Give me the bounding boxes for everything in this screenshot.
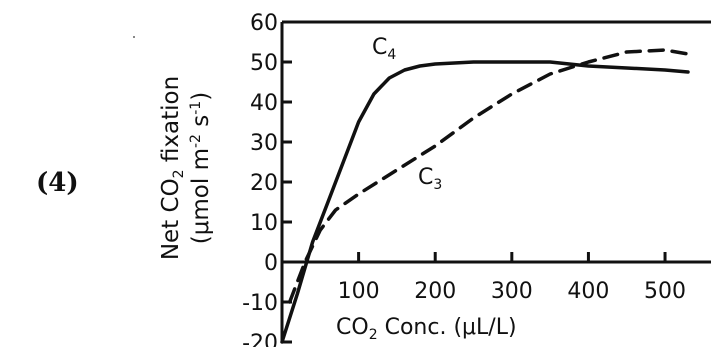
y-axis-label-line1: Net CO2 fixation	[158, 76, 187, 260]
x-tick-label: 400	[567, 279, 609, 304]
series-label-c4-main: C	[372, 35, 387, 60]
y-axis-unit-prefix: (μmol m	[188, 148, 214, 244]
x-tick-label: 300	[491, 279, 533, 304]
y-axis-unit-sup1: -2	[188, 134, 204, 148]
y-tick-label: 40	[250, 91, 278, 116]
option-label: (4)	[36, 168, 79, 198]
x-tick-label: 200	[414, 279, 456, 304]
y-tick-label: 60	[250, 11, 278, 36]
x-axis-label-co: CO	[336, 315, 369, 340]
series-line-c3	[287, 48, 690, 304]
y-tick-label: -10	[242, 291, 278, 316]
y-tick-label: 30	[250, 131, 278, 156]
tick-layer: -20 -10 0 10 20 30 40 50 60 100 200 300 400 500	[242, 11, 686, 347]
series-label-c4: C4	[372, 35, 396, 63]
x-axis-label: CO2 Conc. (μL/L)	[336, 315, 517, 343]
y-axis-label-fixation: fixation	[158, 76, 184, 170]
series-label-c3-sub: 3	[433, 177, 442, 193]
y-tick-label: -20	[242, 331, 278, 347]
x-axis-label-sub: 2	[369, 327, 378, 343]
y-axis-label-line2: (μmol m-2 s-1)	[188, 92, 214, 244]
y-axis-label-net: Net CO	[158, 178, 184, 260]
x-axis-label-rest: Conc. (μL/L)	[378, 315, 517, 340]
y-axis-unit-sup2: -1	[188, 101, 204, 115]
y-axis-unit-suffix: )	[188, 92, 214, 101]
x-tick-label: 500	[644, 279, 686, 304]
y-axis-label-sub: 2	[171, 169, 187, 178]
y-tick-label: 50	[250, 51, 278, 76]
y-tick-label: 0	[264, 251, 278, 276]
y-axis-unit-mid: s	[188, 115, 214, 134]
series-line-c4	[280, 60, 690, 344]
series-label-c4-sub: 4	[387, 47, 396, 63]
series-layer	[280, 48, 690, 344]
y-tick-label: 20	[250, 171, 278, 196]
series-label-c3: C3	[418, 165, 442, 193]
y-tick-label: 10	[250, 211, 278, 236]
stray-dot	[133, 36, 135, 38]
series-label-c3-main: C	[418, 165, 433, 190]
x-tick-label: 100	[338, 279, 380, 304]
